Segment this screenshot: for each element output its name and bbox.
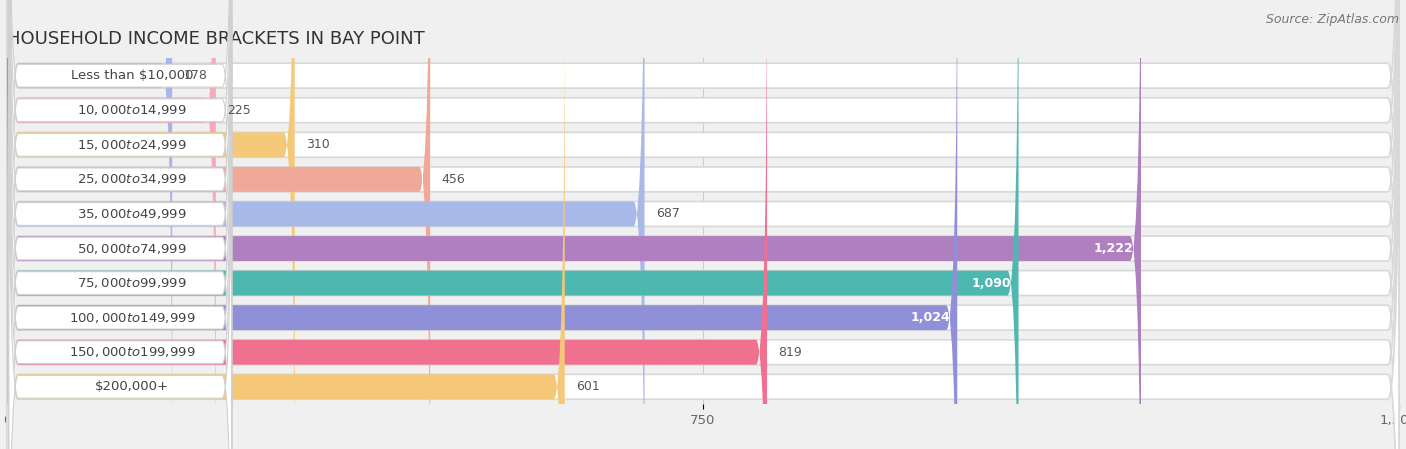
- FancyBboxPatch shape: [8, 53, 232, 449]
- FancyBboxPatch shape: [7, 0, 295, 449]
- Text: $200,000+: $200,000+: [96, 380, 169, 393]
- Text: 310: 310: [307, 138, 329, 151]
- Text: 601: 601: [576, 380, 599, 393]
- Text: 178: 178: [183, 69, 207, 82]
- FancyBboxPatch shape: [7, 0, 1399, 449]
- FancyBboxPatch shape: [7, 0, 172, 449]
- FancyBboxPatch shape: [7, 0, 565, 449]
- Text: Source: ZipAtlas.com: Source: ZipAtlas.com: [1265, 13, 1399, 26]
- Text: 1,090: 1,090: [972, 277, 1011, 290]
- Text: $25,000 to $34,999: $25,000 to $34,999: [77, 172, 187, 186]
- FancyBboxPatch shape: [8, 0, 232, 449]
- Text: Less than $10,000: Less than $10,000: [72, 69, 194, 82]
- FancyBboxPatch shape: [7, 0, 1399, 449]
- Text: $75,000 to $99,999: $75,000 to $99,999: [77, 276, 187, 290]
- Text: $50,000 to $74,999: $50,000 to $74,999: [77, 242, 187, 255]
- FancyBboxPatch shape: [8, 0, 232, 445]
- FancyBboxPatch shape: [7, 0, 1142, 449]
- FancyBboxPatch shape: [7, 0, 217, 449]
- Text: HOUSEHOLD INCOME BRACKETS IN BAY POINT: HOUSEHOLD INCOME BRACKETS IN BAY POINT: [7, 31, 425, 48]
- FancyBboxPatch shape: [8, 0, 232, 449]
- FancyBboxPatch shape: [7, 0, 430, 449]
- Text: $150,000 to $199,999: $150,000 to $199,999: [69, 345, 195, 359]
- FancyBboxPatch shape: [7, 0, 957, 449]
- FancyBboxPatch shape: [7, 0, 1399, 449]
- Text: 1,024: 1,024: [910, 311, 950, 324]
- Text: $35,000 to $49,999: $35,000 to $49,999: [77, 207, 187, 221]
- Text: $100,000 to $149,999: $100,000 to $149,999: [69, 311, 195, 325]
- FancyBboxPatch shape: [7, 0, 1399, 449]
- FancyBboxPatch shape: [8, 0, 232, 449]
- FancyBboxPatch shape: [7, 0, 1399, 449]
- FancyBboxPatch shape: [7, 0, 1399, 449]
- FancyBboxPatch shape: [7, 0, 644, 449]
- FancyBboxPatch shape: [7, 0, 1399, 449]
- FancyBboxPatch shape: [8, 0, 232, 449]
- FancyBboxPatch shape: [7, 0, 1399, 449]
- Text: 819: 819: [778, 346, 801, 359]
- FancyBboxPatch shape: [7, 0, 768, 449]
- FancyBboxPatch shape: [7, 0, 1399, 449]
- Text: $10,000 to $14,999: $10,000 to $14,999: [77, 103, 187, 117]
- Text: 1,222: 1,222: [1094, 242, 1133, 255]
- Text: 456: 456: [441, 173, 465, 186]
- FancyBboxPatch shape: [8, 18, 232, 449]
- FancyBboxPatch shape: [8, 0, 232, 449]
- Text: 687: 687: [655, 207, 679, 220]
- FancyBboxPatch shape: [7, 0, 1399, 449]
- FancyBboxPatch shape: [8, 0, 232, 449]
- Text: 225: 225: [226, 104, 250, 117]
- Text: $15,000 to $24,999: $15,000 to $24,999: [77, 138, 187, 152]
- FancyBboxPatch shape: [7, 0, 1018, 449]
- FancyBboxPatch shape: [8, 0, 232, 410]
